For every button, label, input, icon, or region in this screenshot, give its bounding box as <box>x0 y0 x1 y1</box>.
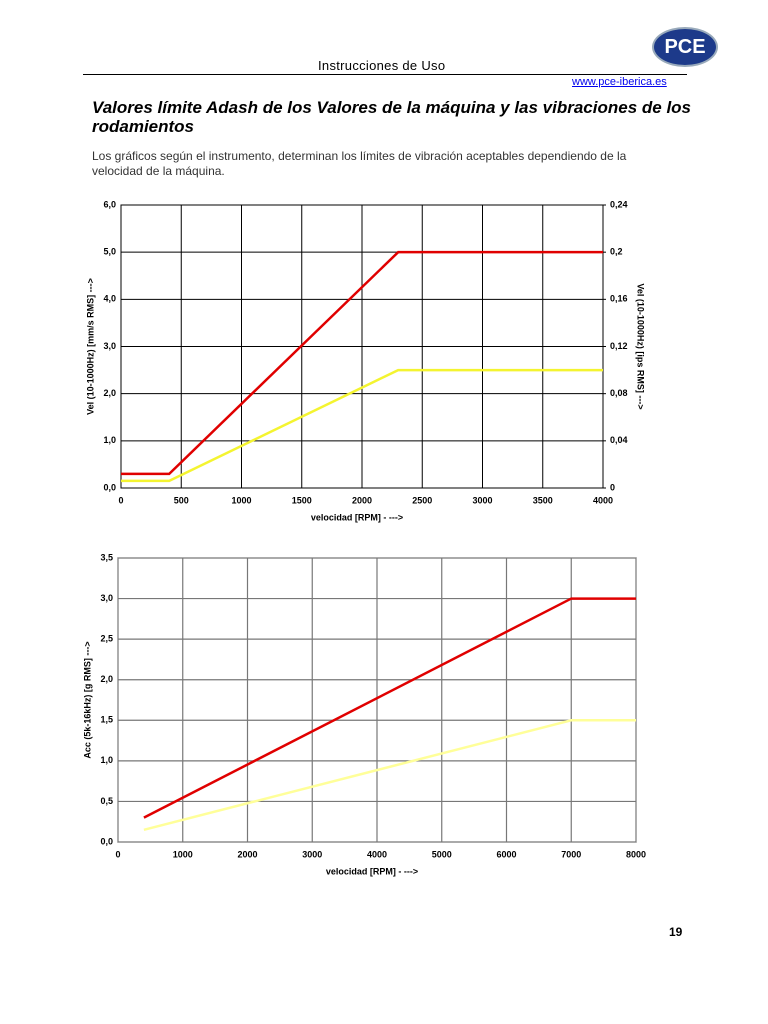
x-tick-label: 0 <box>115 849 120 859</box>
x-tick-label: 7000 <box>561 849 581 859</box>
x-tick-label: 2500 <box>412 495 432 505</box>
y-axis-label: Acc (5k-16kHz) [g RMS] ---> <box>82 641 92 758</box>
y-tick-label: 3,0 <box>100 593 113 603</box>
y2-tick-label: 0,12 <box>610 341 628 351</box>
header-title: Instrucciones de Uso <box>318 58 446 73</box>
x-tick-label: 1000 <box>173 849 193 859</box>
header-rule <box>83 74 687 75</box>
x-tick-label: 1500 <box>292 495 312 505</box>
x-axis-label: velocidad [RPM] - ---> <box>326 866 418 876</box>
x-tick-label: 0 <box>118 495 123 505</box>
intro: Los gráficos según el instrumento, deter… <box>92 149 627 178</box>
y2-axis-label: Vel (10-1000Hz) [ips RMS] ---> <box>636 283 646 409</box>
x-tick-label: 3000 <box>302 849 322 859</box>
x-tick-label: 2000 <box>352 495 372 505</box>
y2-tick-label: 0,2 <box>610 247 623 257</box>
y2-tick-label: 0,24 <box>610 199 628 209</box>
line <box>121 250 603 476</box>
y-tick-label: 2,5 <box>100 634 113 644</box>
y-tick-label: 1,5 <box>100 715 113 725</box>
x-axis-label: velocidad [RPM] - ---> <box>311 512 403 522</box>
logo: PCE <box>652 27 718 67</box>
y2-tick-label: 0,08 <box>610 388 628 398</box>
y-tick-label: 0,0 <box>103 482 116 492</box>
line <box>143 597 636 819</box>
y-tick-label: 3,0 <box>103 341 116 351</box>
line <box>143 719 636 832</box>
x-tick-label: 4000 <box>593 495 613 505</box>
y-tick-label: 4,0 <box>103 294 116 304</box>
y-tick-label: 2,0 <box>100 674 113 684</box>
y2-tick-label: 0,04 <box>610 435 628 445</box>
heading: Valores límite Adash de los Valores de l… <box>92 98 692 136</box>
y2-tick-label: 0,16 <box>610 294 628 304</box>
y-tick-label: 1,0 <box>103 435 116 445</box>
y-tick-label: 1,0 <box>100 755 113 765</box>
x-tick-label: 6000 <box>496 849 516 859</box>
y-tick-label: 0,0 <box>100 836 113 846</box>
y2-tick-label: 0 <box>610 482 615 492</box>
y-tick-label: 5,0 <box>103 247 116 257</box>
x-tick-label: 5000 <box>432 849 452 859</box>
x-tick-label: 3500 <box>533 495 553 505</box>
line <box>121 368 603 483</box>
page-number: 19 <box>669 925 683 939</box>
x-tick-label: 3000 <box>472 495 492 505</box>
y-tick-label: 6,0 <box>103 199 116 209</box>
y-tick-label: 2,0 <box>103 388 116 398</box>
x-tick-label: 4000 <box>367 849 387 859</box>
x-tick-label: 2000 <box>237 849 257 859</box>
header-url[interactable]: www.pce-iberica.es <box>572 76 667 88</box>
x-tick-label: 8000 <box>626 849 646 859</box>
y-tick-label: 3,5 <box>100 552 113 562</box>
x-tick-label: 1000 <box>231 495 251 505</box>
y-tick-label: 0,5 <box>100 796 113 806</box>
x-tick-label: 500 <box>174 495 189 505</box>
y-axis-label: Vel (10-1000Hz) [mm/s RMS] ---> <box>85 278 95 415</box>
